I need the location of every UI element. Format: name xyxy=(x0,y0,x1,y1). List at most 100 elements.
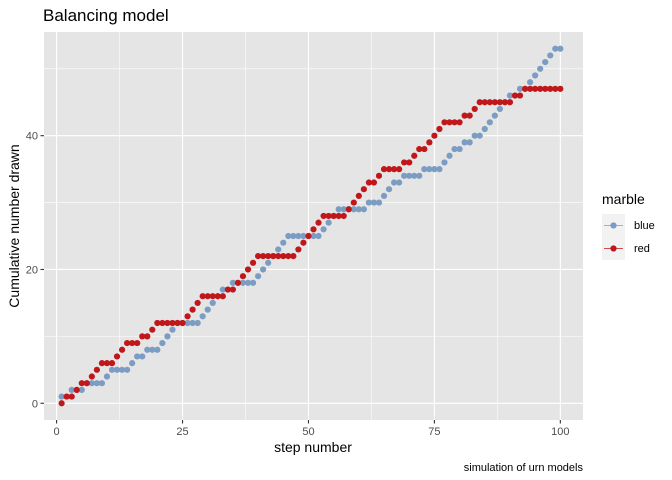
x-tick-label: 100 xyxy=(551,426,569,438)
x-tick-label: 75 xyxy=(428,426,440,438)
point-blue xyxy=(411,172,418,179)
point-red xyxy=(118,346,126,353)
point-red xyxy=(557,85,564,92)
point-blue xyxy=(184,319,191,327)
point-blue xyxy=(557,45,564,52)
point-blue xyxy=(68,386,75,393)
legend-key-point xyxy=(610,222,617,229)
point-blue xyxy=(149,346,156,353)
point-red xyxy=(58,400,65,407)
point-red xyxy=(239,273,247,280)
point-blue xyxy=(532,72,539,79)
point-blue xyxy=(547,52,554,59)
point-red xyxy=(219,293,226,300)
point-red xyxy=(78,380,85,387)
point-blue xyxy=(396,179,403,186)
point-blue xyxy=(441,159,448,166)
chart-caption: simulation of urn models xyxy=(464,462,584,474)
point-red xyxy=(164,319,171,327)
point-red xyxy=(184,313,191,320)
point-blue xyxy=(451,145,458,153)
point-red xyxy=(486,99,493,106)
point-red xyxy=(305,232,312,240)
point-blue xyxy=(481,125,488,133)
point-red xyxy=(527,85,534,92)
point-blue xyxy=(159,339,166,347)
point-red xyxy=(552,85,559,92)
series-layer xyxy=(58,45,564,407)
point-red xyxy=(325,212,332,220)
x-tick-label: 25 xyxy=(176,426,188,438)
point-blue xyxy=(315,232,322,240)
point-red xyxy=(471,105,478,113)
point-blue xyxy=(139,353,146,360)
point-red xyxy=(411,152,418,159)
point-blue xyxy=(456,145,463,153)
point-red xyxy=(436,125,443,133)
point-red xyxy=(537,85,544,92)
point-red xyxy=(516,92,524,99)
x-tick-label: 50 xyxy=(302,426,314,438)
point-blue xyxy=(506,92,514,99)
point-blue xyxy=(380,192,388,199)
x-tick-label: 0 xyxy=(54,426,60,438)
point-red xyxy=(189,306,196,313)
point-blue xyxy=(285,232,292,240)
point-blue xyxy=(355,206,362,213)
point-blue xyxy=(421,166,428,173)
point-blue xyxy=(476,132,483,139)
point-red xyxy=(456,119,463,126)
point-red xyxy=(481,99,488,106)
point-blue xyxy=(552,45,559,52)
point-red xyxy=(68,393,75,400)
point-blue xyxy=(169,326,176,333)
point-blue xyxy=(189,319,196,327)
point-red xyxy=(320,212,327,220)
point-blue xyxy=(300,232,307,240)
point-red xyxy=(390,166,398,173)
point-blue xyxy=(401,172,408,179)
point-blue xyxy=(370,199,378,206)
x-axis: 0 25 50 75 100 xyxy=(54,420,570,438)
point-blue xyxy=(542,59,549,66)
point-red xyxy=(224,286,231,293)
point-blue xyxy=(466,139,473,146)
legend-label: blue xyxy=(634,220,655,232)
point-red xyxy=(265,253,272,260)
y-tick-label: 0 xyxy=(32,398,38,410)
point-blue xyxy=(431,166,438,173)
point-blue xyxy=(108,366,116,373)
point-blue xyxy=(436,166,443,173)
point-red xyxy=(159,319,166,327)
point-red xyxy=(129,339,136,347)
point-red xyxy=(466,112,473,119)
point-red xyxy=(511,92,519,99)
point-blue xyxy=(144,346,151,353)
point-red xyxy=(209,293,216,300)
point-red xyxy=(345,206,352,213)
point-blue xyxy=(124,366,131,373)
point-red xyxy=(234,279,242,286)
legend: marble blue red xyxy=(602,191,655,260)
legend-key-point xyxy=(610,245,617,252)
point-red xyxy=(401,159,408,166)
point-blue xyxy=(249,279,257,286)
point-blue xyxy=(58,393,65,400)
point-red xyxy=(451,119,458,126)
point-red xyxy=(431,132,438,139)
point-red xyxy=(285,253,292,260)
point-blue xyxy=(164,333,171,340)
point-blue xyxy=(239,279,247,286)
point-red xyxy=(113,353,121,360)
point-red xyxy=(542,85,549,92)
grid-minor xyxy=(44,32,583,420)
point-red xyxy=(103,360,111,367)
point-red xyxy=(260,253,267,260)
point-red xyxy=(98,360,106,367)
point-red xyxy=(194,299,201,307)
point-blue xyxy=(134,353,141,360)
point-blue xyxy=(491,112,498,119)
point-blue xyxy=(340,206,347,213)
point-red xyxy=(446,119,453,126)
